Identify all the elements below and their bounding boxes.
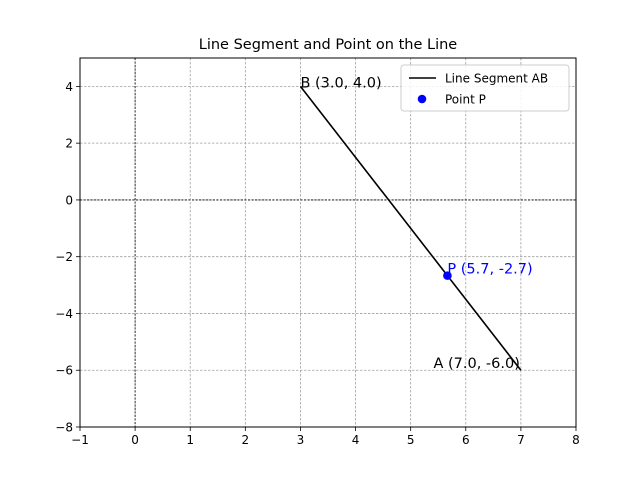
y-tick-label: 2 xyxy=(65,137,73,151)
x-tick-label: 5 xyxy=(407,433,415,447)
chart-title: Line Segment and Point on the Line xyxy=(199,37,458,53)
x-tick-label: 0 xyxy=(131,433,139,447)
grid xyxy=(80,58,576,427)
legend-label: Line Segment AB xyxy=(445,72,548,86)
x-tick-label: −1 xyxy=(71,433,89,447)
y-tick-label: −2 xyxy=(55,250,73,264)
series-layer xyxy=(299,85,522,371)
legend-swatch-point xyxy=(417,94,427,104)
line-segment-ab xyxy=(299,85,522,371)
annotation-label-1: B (3.0, 4.0) xyxy=(300,75,381,91)
x-tick-label: 4 xyxy=(352,433,360,447)
x-tick-label: 3 xyxy=(297,433,305,447)
x-tick-label: 6 xyxy=(462,433,470,447)
plot-frame xyxy=(79,57,577,428)
y-tick-label: −8 xyxy=(55,421,73,435)
y-tick-label: −6 xyxy=(55,364,73,378)
legend-label: Point P xyxy=(445,93,486,107)
y-tick-label: −4 xyxy=(55,307,73,321)
legend: Line Segment AB Point P xyxy=(400,64,570,112)
zero-lines xyxy=(80,58,576,427)
y-tick-label: 0 xyxy=(65,193,73,207)
y-tick-label: 4 xyxy=(65,80,73,94)
annotations: A (7.0, -6.0) B (3.0, 4.0) P (5.7, -2.7) xyxy=(300,75,532,372)
annotation-label-2: P (5.7, -2.7) xyxy=(447,262,532,278)
x-tick-label: 1 xyxy=(186,433,194,447)
axis-ticks: −1 0 1 2 3 4 5 6 7 8 −8 −6 −4 −2 0 2 4 xyxy=(55,80,580,447)
x-tick-label: 8 xyxy=(572,433,580,447)
x-tick-label: 7 xyxy=(517,433,525,447)
x-tick-label: 2 xyxy=(242,433,250,447)
annotation-label-0: A (7.0, -6.0) xyxy=(433,356,519,372)
legend-box xyxy=(400,64,570,112)
point-p-marker xyxy=(443,271,452,280)
